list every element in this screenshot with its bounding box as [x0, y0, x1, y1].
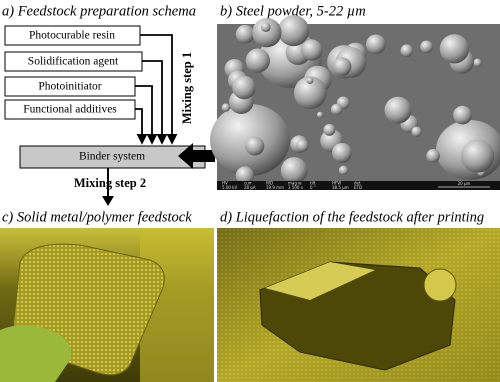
- info-header: det: [354, 181, 361, 186]
- info-value: 19.9 mm: [266, 185, 284, 190]
- panel-title: a) Feedstock preparation schema: [2, 3, 196, 19]
- particle: [366, 34, 386, 55]
- info-header: WD: [266, 181, 273, 186]
- info-header: curr: [244, 181, 252, 186]
- particle: [293, 76, 327, 110]
- arrow: [142, 60, 168, 145]
- particle: [245, 136, 265, 156]
- particle: [330, 103, 343, 116]
- arrow: [135, 108, 148, 145]
- arrow-head: [102, 196, 114, 206]
- info-header: HFW: [332, 181, 341, 186]
- particle: [316, 111, 324, 118]
- particle: [221, 103, 230, 112]
- particle: [277, 15, 310, 47]
- particle: [411, 126, 422, 137]
- info-value: 28 pA: [244, 185, 256, 190]
- scale-label: 20 µm: [458, 181, 471, 186]
- particle: [332, 57, 352, 76]
- sem-particles: [210, 15, 500, 185]
- info-value: 0 °: [310, 185, 316, 190]
- panel-title: b) Steel powder, 5-22 µm: [220, 3, 366, 19]
- particle: [235, 166, 255, 185]
- particle: [260, 22, 271, 33]
- particle: [323, 123, 336, 136]
- sem-info-bar: [217, 181, 500, 190]
- input-boxes: Photocurable resin Solidification agent …: [4, 25, 143, 120]
- particle: [338, 165, 349, 176]
- printed-dome: [423, 268, 457, 302]
- input-label: Photoinitiator: [38, 81, 101, 93]
- particle: [439, 34, 470, 64]
- particle: [245, 48, 270, 73]
- powder-arrow: [178, 143, 215, 169]
- particle: [453, 105, 472, 125]
- mixing-step-label: Mixing step 1: [180, 52, 194, 124]
- mixing-step-label: Mixing step 2: [74, 176, 146, 190]
- arrow: [140, 34, 178, 145]
- connectors: [135, 34, 178, 145]
- glove: [0, 325, 72, 382]
- particle: [384, 96, 412, 124]
- particle: [426, 148, 440, 163]
- panel-title: d) Liquefaction of the feedstock after p…: [220, 209, 484, 225]
- input-label: Solidification agent: [28, 56, 119, 68]
- info-value: ETD: [354, 185, 362, 190]
- info-value: 38.5 µm: [332, 185, 349, 190]
- input-label: Functional additives: [23, 104, 117, 116]
- particle: [296, 139, 309, 152]
- info-header: HV: [222, 181, 228, 186]
- particle: [301, 39, 323, 61]
- input-label: Photocurable resin: [29, 30, 115, 42]
- info-value: 3 500 x: [288, 185, 304, 190]
- info-value: 5.00 kV: [222, 185, 237, 190]
- particle: [461, 139, 495, 173]
- particle: [306, 77, 314, 84]
- info-header: tilt: [310, 181, 316, 186]
- particle: [280, 157, 308, 184]
- particle: [473, 58, 482, 67]
- info-header: mag ⊞: [288, 181, 302, 186]
- binder-label: Binder system: [79, 151, 145, 163]
- particle: [232, 75, 256, 100]
- particle: [252, 17, 282, 48]
- arrow: [135, 85, 158, 145]
- particle: [400, 44, 414, 57]
- particle: [235, 24, 255, 44]
- particle: [420, 40, 433, 54]
- particle: [332, 142, 352, 163]
- printed-part-top: [265, 262, 375, 300]
- panel-title: c) Solid metal/polymer feedstock: [2, 209, 192, 225]
